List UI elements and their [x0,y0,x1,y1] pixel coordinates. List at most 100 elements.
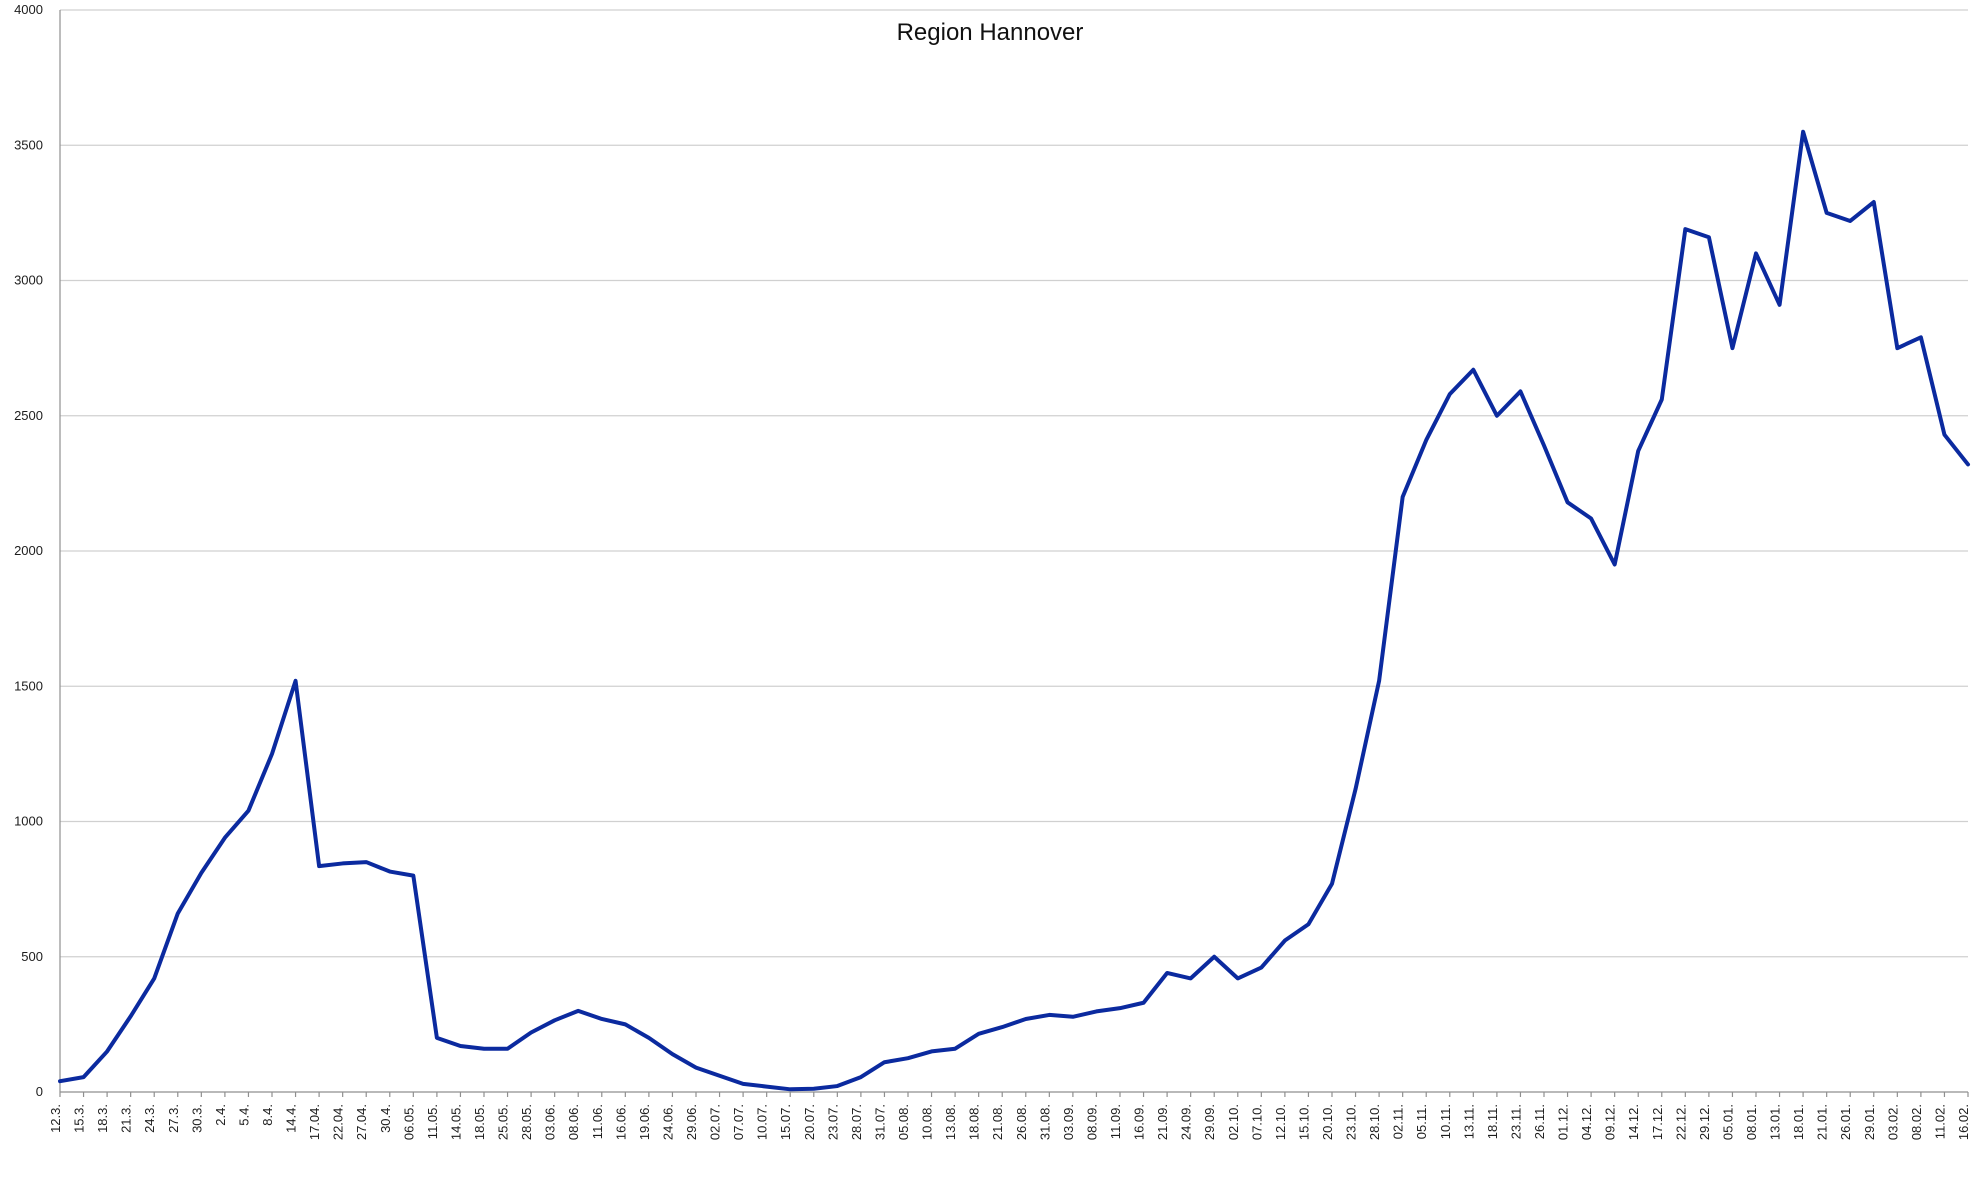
series-point [1024,1018,1027,1020]
x-tick-label: 23.11. [1508,1104,1523,1139]
series-point [860,1076,862,1078]
series-point [600,1018,603,1020]
x-tick-label: 21.09. [1155,1104,1170,1140]
series-point [1967,463,1969,466]
x-tick-label: 17.12. [1650,1104,1665,1140]
series-point [977,1033,980,1035]
x-tick-label: 01.12. [1556,1104,1571,1140]
x-tick-label: 27.3. [166,1104,181,1133]
series-point [318,865,320,867]
y-tick-label-1500: 1500 [14,678,43,693]
x-tick-label: 23.07. [825,1104,840,1140]
x-tick-label: 03.06. [543,1104,558,1140]
series-point [224,836,226,839]
series-point [1331,882,1333,885]
series-point [459,1045,462,1047]
series-point [82,1076,85,1078]
x-tick-label: 26.11. [1532,1104,1547,1139]
x-tick-label: 10.11. [1438,1104,1453,1139]
x-tick-label: 15.3. [72,1104,87,1133]
series-point [1284,939,1286,942]
series-point [671,1053,674,1055]
series-point [1920,336,1922,339]
x-tick-label: 12.10. [1273,1104,1288,1140]
x-tick-label: 20.10. [1320,1104,1335,1140]
series-point [1260,966,1263,969]
x-tick-label: 5.4. [236,1104,251,1126]
x-tick-label: 02.07. [708,1104,723,1140]
x-tick-label: 11.02. [1932,1104,1947,1139]
x-tick-label: 03.09. [1061,1104,1076,1140]
x-tick-label: 10.08. [920,1104,935,1140]
chart-title: Region Hannover [897,19,1084,46]
series-point [1142,1001,1145,1004]
series-point [1778,304,1781,306]
series-point [577,1010,580,1012]
series-point [1048,1014,1051,1016]
series-point [1189,977,1192,980]
series-point [1896,347,1899,349]
x-tick-label: 11.05. [425,1104,440,1139]
series-point [388,870,391,873]
x-tick-label: 24.09. [1179,1104,1194,1140]
series-point [1166,972,1168,974]
series-point [1307,923,1310,926]
series-point [954,1047,956,1050]
series-point [812,1087,815,1090]
series-point [436,1037,438,1039]
series-point [1660,398,1663,401]
series-point [1072,1016,1074,1018]
x-tick-label: 08.02. [1909,1104,1924,1140]
x-tick-label: 29.12. [1697,1104,1712,1140]
series-point [483,1047,485,1050]
x-tick-label: 05.08. [896,1104,911,1140]
series-point [1637,450,1640,452]
series-point [412,874,415,877]
series-point [1095,1010,1098,1013]
series-point [106,1050,108,1053]
grid-lines [60,9,1968,958]
series-point [789,1088,792,1091]
x-tick-label: 21.3. [119,1104,134,1133]
series-point [153,977,156,980]
x-tick-label: 11.09. [1108,1104,1123,1139]
y-tick-label-2500: 2500 [14,408,43,423]
x-tick-label: 28.07. [849,1104,864,1140]
x-tick-label: 05.01. [1720,1104,1735,1140]
x-tick-label: 02.10. [1226,1104,1241,1140]
series-point [200,872,203,874]
x-tick-label: 08.06. [566,1104,581,1140]
x-tick-label: 16.02. [1956,1104,1971,1140]
x-tick-label: 29.09. [1202,1104,1217,1140]
series-point [836,1085,839,1087]
series-point [1448,393,1451,395]
axis-lines [59,10,1969,1097]
x-tick-label: 22.04. [331,1104,346,1140]
x-tick-label: 16.09. [1132,1104,1147,1140]
x-tick-label: 24.06. [660,1104,675,1140]
y-tick-label-3500: 3500 [14,137,43,152]
x-tick-label: 04.12. [1579,1104,1594,1140]
series-point [1708,236,1710,239]
series-point [1472,368,1475,371]
series-point [271,753,273,755]
tick-labels: 0 500 1000 1500 2000 2500 3000 3500 4000 12.3. 15.… [14,2,1971,1140]
series-point [176,912,179,915]
x-tick-label: 26.01. [1838,1104,1853,1140]
series-point [506,1047,509,1050]
x-tick-label: 29.01. [1862,1104,1877,1140]
series-point [1872,201,1875,203]
series-point [695,1066,697,1069]
y-tick-label-500: 500 [21,949,43,964]
series-point [765,1085,768,1088]
x-tick-label: 07.10. [1249,1104,1264,1140]
x-tick-label: 13.11. [1461,1104,1476,1139]
x-tick-label: 2.4. [213,1104,228,1126]
series-point [1496,414,1498,417]
x-tick-label: 08.01. [1744,1104,1759,1140]
series-point [129,1015,132,1018]
series-point [1755,252,1757,255]
series-point [365,861,368,863]
